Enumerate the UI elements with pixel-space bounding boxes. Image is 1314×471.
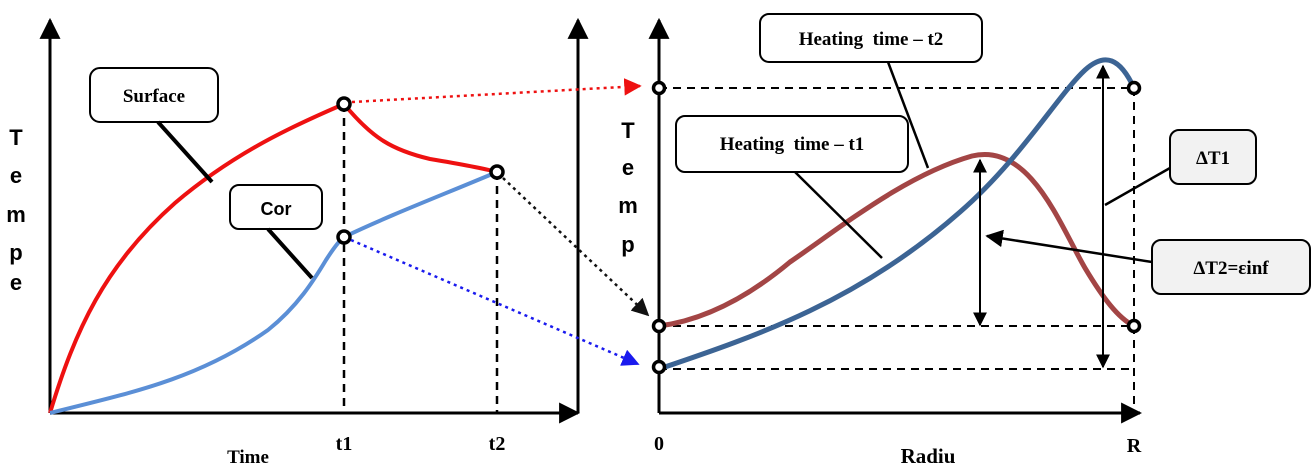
surface-callout: Surface xyxy=(89,67,219,184)
left-y-label-letter: m xyxy=(6,202,26,227)
heating-t2-callout: Heating time – t2 xyxy=(759,13,983,169)
heating-t1-curve xyxy=(658,151,1136,329)
right-y-label-letter: e xyxy=(622,155,634,180)
r-tick-label: R xyxy=(1127,435,1142,457)
t1-tick-label: t1 xyxy=(336,433,353,455)
right-y-label-letter: m xyxy=(618,193,638,218)
heating-t1-callout: Heating time – t1 xyxy=(675,115,909,259)
heating-t1-callout-label: Heating time – t1 xyxy=(720,134,865,155)
r-top-point xyxy=(1126,80,1142,96)
t2-tick-label: t2 xyxy=(489,433,506,455)
connector-arrows xyxy=(350,78,650,366)
right-top-point xyxy=(651,80,667,96)
delta-t1-callout: ΔT1 xyxy=(1104,129,1257,207)
t2-point xyxy=(489,164,505,180)
surface-curve xyxy=(48,101,498,414)
left-y-label-letter: e xyxy=(10,163,22,188)
left-y-label-letter: T xyxy=(9,125,23,150)
right-y-label-letter: p xyxy=(621,232,634,257)
right-y-label-letter: T xyxy=(621,118,635,143)
delta-t2-callout-label: ΔT2=εinf xyxy=(1193,258,1269,279)
core-callout-label: Cor xyxy=(261,199,292,219)
heating-t2-curve xyxy=(658,57,1137,372)
left-diagram: T e m p e t1 t2 Time Surface Cor xyxy=(6,17,589,468)
delta-t2-callout: ΔT2=εinf xyxy=(985,229,1311,295)
time-axis-label: Time xyxy=(227,447,269,468)
core-curve xyxy=(49,170,498,415)
left-y-label-letter: p xyxy=(9,240,22,265)
r-mid-point xyxy=(1126,318,1142,334)
delta-t1-callout-label: ΔT1 xyxy=(1196,148,1230,169)
right-diagram: T e m p 0 R Radiu Heating time – t2 Heat… xyxy=(618,13,1311,468)
radius-axis-label: Radiu xyxy=(901,444,956,468)
zero-tick-label: 0 xyxy=(654,433,664,455)
surface-t1-point xyxy=(336,96,352,112)
core-t1-point xyxy=(336,229,352,245)
left-y-label-letter: e xyxy=(10,270,22,295)
heating-t2-callout-label: Heating time – t2 xyxy=(799,29,944,50)
right-bottom-point xyxy=(651,359,667,375)
core-callout: Cor xyxy=(229,184,323,280)
surface-callout-label: Surface xyxy=(123,86,185,107)
core-connector-arrow xyxy=(350,238,640,366)
t2-connector-arrow xyxy=(502,177,650,317)
surface-connector-arrow xyxy=(351,78,642,104)
right-mid-point xyxy=(651,318,667,334)
